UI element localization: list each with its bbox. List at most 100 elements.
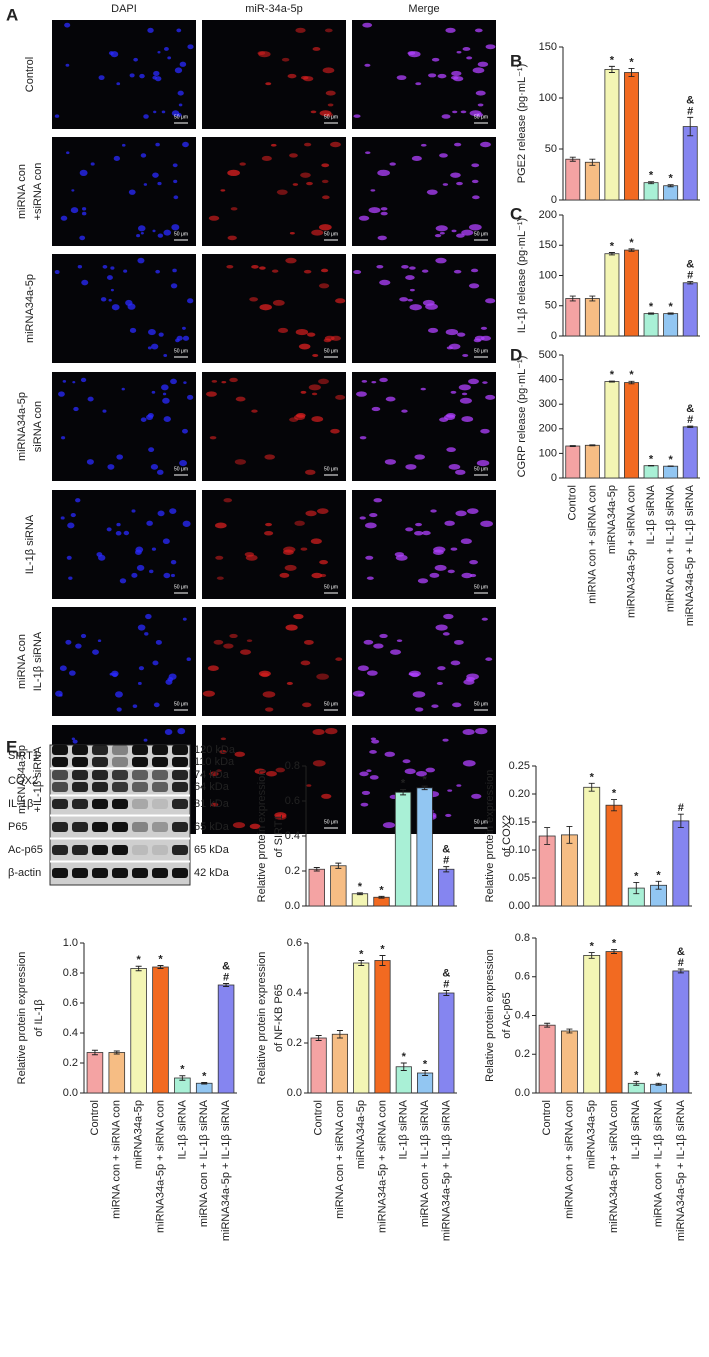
row-label: IL-1β siRNA [24,514,36,574]
y-tick-label: 0.4 [285,830,300,842]
x-tick-label: miRNA34a-5p [606,485,618,554]
cell [360,802,369,807]
cell [116,707,122,712]
cell [396,639,403,643]
significance-mark: * [358,881,363,893]
cell [148,328,156,336]
x-tick-label: miRNA34a-5p + siRNA con [154,1100,166,1233]
cell [110,266,115,270]
band [52,799,68,809]
cell [303,269,312,274]
error-bar [648,312,655,315]
cell [182,520,191,527]
cell [157,51,161,54]
significance-mark: # [687,105,693,117]
x-tick-label: miRNA34a-5p [586,1100,598,1169]
cell [147,346,152,350]
error-bar [201,1082,208,1085]
cell [294,520,305,526]
cell [111,670,119,677]
significance-mark: * [158,953,163,965]
cell [324,28,333,33]
cell [429,572,440,578]
cell [321,163,330,168]
band [172,782,188,792]
cell [152,172,159,178]
cell [311,392,318,396]
cell [187,298,194,304]
micrograph [202,490,346,599]
cell [451,229,457,233]
y-axis-label: PGE2 release (pg·mL⁻¹) [516,64,528,184]
significance-mark: & [677,946,685,958]
cell [322,67,335,74]
y-tick-label: 0.10 [509,844,530,856]
cell [65,63,70,67]
cell [353,270,362,275]
cell [216,769,222,773]
y-tick-label: 0.6 [515,971,530,983]
cell [283,549,294,555]
cell [152,660,159,666]
cell [135,549,142,555]
cell [211,380,218,383]
cell [305,469,316,475]
band [52,770,68,780]
band [72,845,88,855]
y-tick-label: 150 [539,239,557,251]
y-tick-label: 50 [545,300,557,312]
cell [106,527,112,532]
cell [379,633,388,639]
cell [321,793,332,799]
cell [54,114,60,118]
cell [271,269,279,273]
cell [312,47,321,51]
y-axis-label: Relative protein expression [256,770,268,903]
bar [330,865,347,907]
band [132,745,148,755]
cell [155,142,160,147]
significance-mark: * [649,453,654,465]
bar [604,69,620,201]
cell [455,510,467,517]
cell [161,110,166,114]
cell [304,142,312,147]
size-label: 74 kDa [194,769,230,781]
cell [106,275,113,280]
cell [450,547,458,551]
error-bar [667,312,674,315]
cell [462,353,469,357]
cell [119,578,127,584]
significance-mark: * [380,943,385,955]
cell [171,224,180,231]
cell [220,189,226,192]
cell [72,380,76,384]
scale-bar-label: 50 μm [174,231,188,237]
cell [335,298,346,304]
band [152,782,168,792]
error-bar [608,380,615,383]
scale-bar-label: 50 μm [474,584,488,590]
y-tick-label: 150 [539,41,557,53]
band [92,757,108,767]
cell [380,211,388,216]
y-tick-label: 0.6 [285,795,300,807]
y-axis-label: Relative protein expression [484,949,496,1082]
band [172,745,188,755]
error-bar [569,156,576,162]
bar [583,786,601,907]
cell [289,232,295,235]
row-label: siRNA con [32,401,44,452]
cell [145,613,152,620]
cell [366,670,378,676]
error-bar [544,827,551,845]
cell [468,283,480,289]
cell [401,264,409,269]
cell [206,391,217,397]
cell [471,163,480,168]
row-label: miRNA34a-5p [16,745,28,814]
error-bar [677,813,684,829]
cell [462,47,471,51]
significance-mark: * [629,237,634,249]
error-bar [335,862,342,869]
